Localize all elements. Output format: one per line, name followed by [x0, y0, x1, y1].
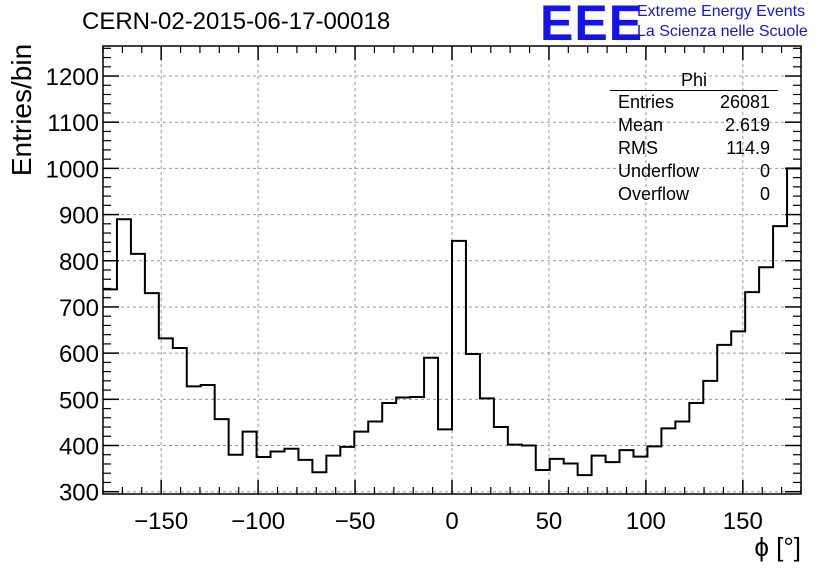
- y-tick-label: 1100: [47, 110, 99, 137]
- y-tick-label: 1200: [46, 64, 99, 91]
- stats-label: Entries: [618, 92, 675, 112]
- x-axis-label: ϕ [°]: [754, 532, 801, 562]
- x-tick-label: −50: [335, 508, 376, 535]
- y-tick-label: 300: [59, 480, 99, 507]
- stats-value: 0: [759, 161, 770, 181]
- x-tick-label: 100: [626, 508, 666, 535]
- stats-row: Entries 26081: [610, 91, 778, 114]
- stats-row: Overflow 0: [610, 183, 778, 206]
- y-tick-label: 400: [59, 434, 99, 461]
- stats-label: RMS: [618, 138, 658, 158]
- y-tick-label: 500: [59, 387, 99, 414]
- stats-label: Underflow: [618, 161, 700, 181]
- stats-value: 2.619: [724, 115, 770, 135]
- y-tick-label: 900: [59, 203, 99, 230]
- stats-box: Phi Entries 26081 Mean 2.619 RMS 114.9 U…: [610, 70, 778, 206]
- logo-line-1: Extreme Energy Events: [637, 3, 806, 20]
- stats-row: Underflow 0: [610, 160, 778, 183]
- x-tick-label: −150: [134, 508, 188, 535]
- y-tick-label: 800: [59, 249, 99, 276]
- stats-box-title: Phi: [610, 70, 778, 91]
- stats-label: Mean: [618, 115, 664, 135]
- x-axis: −150 −100 −50 0 50 100 150: [102, 46, 802, 535]
- stats-row: Mean 2.619: [610, 114, 778, 137]
- y-axis-label: Entries/bin: [6, 44, 37, 176]
- stats-row: RMS 114.9: [610, 137, 778, 160]
- y-tick-label: 1000: [46, 156, 99, 183]
- y-axis: 300 400 500 600 700 800 900 1000 1100 1200: [46, 47, 801, 507]
- x-tick-label: 150: [723, 508, 763, 535]
- eee-logo: EEE: [540, 0, 644, 51]
- stats-label: Overflow: [618, 184, 690, 204]
- stats-value: 114.9: [726, 138, 770, 158]
- stats-value: 0: [759, 184, 770, 204]
- chart-title: CERN-02-2015-06-17-00018: [82, 8, 391, 35]
- x-tick-label: 50: [536, 508, 563, 535]
- x-tick-label: −100: [231, 508, 285, 535]
- x-tick-label: 0: [445, 508, 458, 535]
- histogram-line: [103, 167, 801, 477]
- y-tick-label: 700: [59, 295, 99, 322]
- logo-line-2: La Scienza nelle Scuole: [637, 23, 808, 40]
- stats-value: 26081: [719, 92, 770, 112]
- y-tick-label: 600: [59, 341, 99, 368]
